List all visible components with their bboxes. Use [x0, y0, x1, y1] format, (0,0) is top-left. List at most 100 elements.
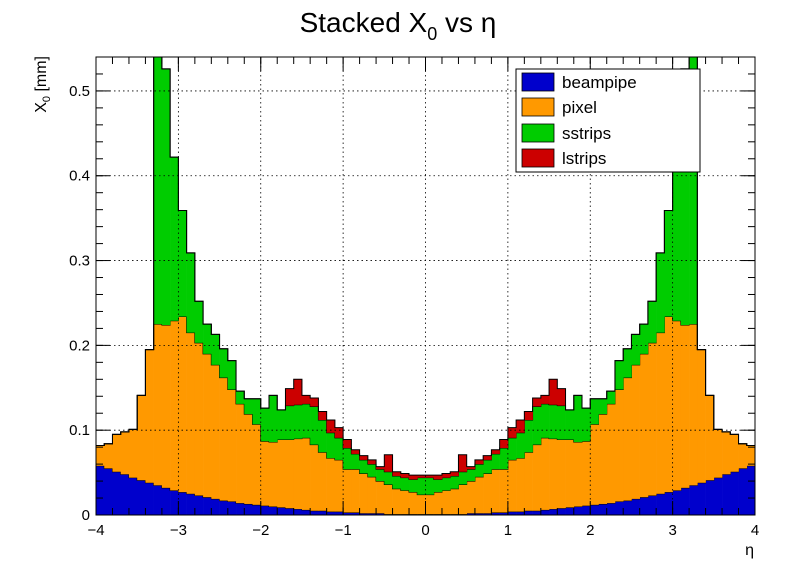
bar-beampipe-77 — [730, 471, 739, 515]
bar-lstrips-41 — [433, 475, 443, 480]
bar-pixel-60 — [590, 424, 599, 505]
legend-swatch-lstrips — [521, 148, 555, 168]
bar-beampipe-1 — [104, 468, 113, 515]
bar-pixel-10 — [178, 316, 187, 493]
bar-pixel-28 — [326, 458, 336, 512]
bar-pixel-44 — [458, 484, 467, 515]
bar-sstrips-56 — [557, 405, 566, 440]
bar-sstrips-19 — [252, 398, 262, 425]
bar-pixel-31 — [351, 469, 360, 513]
bar-lstrips-49 — [499, 439, 509, 448]
bar-pixel-47 — [483, 473, 492, 514]
bar-lstrips-31 — [351, 449, 360, 454]
bar-beampipe-4 — [128, 477, 138, 515]
bar-lstrips-29 — [334, 427, 344, 438]
bar-pixel-16 — [227, 389, 237, 502]
bar-pixel-67 — [647, 342, 657, 496]
bar-beampipe-46 — [474, 513, 484, 515]
y-tick-label: 0.1 — [69, 422, 90, 439]
x-tick-label: −2 — [252, 522, 269, 539]
bar-beampipe-54 — [540, 509, 550, 515]
bar-lstrips-47 — [483, 455, 492, 460]
bar-lstrips-33 — [367, 459, 377, 465]
bar-beampipe-67 — [647, 495, 657, 515]
bar-beampipe-10 — [178, 492, 187, 515]
bar-pixel-59 — [582, 441, 591, 506]
bar-beampipe-18 — [244, 503, 253, 515]
bar-lstrips-53 — [532, 397, 542, 407]
bar-beampipe-11 — [186, 493, 196, 515]
bar-pixel-17 — [236, 403, 245, 504]
bar-pixel-53 — [532, 444, 542, 511]
bar-lstrips-28 — [326, 420, 336, 433]
x-tick-label: 4 — [751, 522, 759, 539]
bar-pixel-79 — [746, 445, 755, 466]
bar-sstrips-35 — [384, 471, 393, 485]
bar-sstrips-59 — [582, 408, 591, 442]
bar-pixel-29 — [334, 459, 344, 512]
bar-pixel-33 — [367, 476, 377, 514]
bar-beampipe-14 — [211, 498, 220, 515]
bar-pixel-2 — [112, 434, 122, 472]
legend-label-pixel: pixel — [562, 98, 597, 117]
bar-sstrips-69 — [664, 210, 673, 317]
bar-lstrips-54 — [540, 395, 550, 404]
axis-ticks: −4 −3 −2 −1 0 1 2 3 4 0 0.1 0.2 0.3 0.4 0.5 — [69, 56, 759, 539]
legend-swatch-pixel — [521, 97, 555, 117]
bar-pixel-46 — [474, 476, 484, 514]
bar-lstrips-55 — [549, 379, 558, 405]
bar-beampipe-59 — [582, 505, 591, 515]
x-tick-label: −1 — [335, 522, 352, 539]
bar-pixel-21 — [268, 442, 278, 507]
bar-beampipe-57 — [565, 507, 575, 515]
bar-pixel-52 — [524, 452, 533, 511]
bar-pixel-43 — [450, 488, 459, 515]
bar-pixel-54 — [540, 437, 550, 510]
outline-lstrips — [96, 57, 755, 476]
bar-sstrips-37 — [400, 477, 410, 491]
bar-pixel-26 — [310, 444, 319, 511]
bar-lstrips-30 — [343, 439, 352, 448]
bar-pixel-48 — [491, 469, 500, 513]
bar-beampipe-53 — [532, 510, 542, 515]
bar-beampipe-34 — [376, 513, 385, 515]
bar-sstrips-32 — [359, 459, 369, 474]
bar-beampipe-64 — [623, 500, 632, 515]
bar-beampipe-58 — [573, 506, 583, 515]
bar-sstrips-20 — [260, 408, 270, 442]
bar-beampipe-29 — [334, 511, 344, 515]
y-tick-label: 0.3 — [69, 253, 90, 270]
bar-sstrips-25 — [301, 403, 311, 438]
bar-beampipe-78 — [738, 468, 748, 515]
bar-beampipe-71 — [680, 487, 690, 515]
y-tick-label: 0.4 — [69, 168, 90, 185]
bar-pixel-5 — [137, 395, 146, 481]
bar-beampipe-74 — [705, 480, 715, 515]
bar-beampipe-68 — [656, 493, 665, 515]
bar-pixel-58 — [573, 442, 583, 507]
bar-sstrips-52 — [524, 420, 533, 453]
bar-sstrips-44 — [458, 471, 467, 485]
bar-sstrips-61 — [598, 398, 608, 415]
bar-beampipe-48 — [491, 512, 500, 515]
x-tick-label: 2 — [586, 522, 594, 539]
x-tick-label: 3 — [668, 522, 676, 539]
x-axis-label: η — [745, 542, 754, 559]
bar-sstrips-51 — [516, 432, 525, 459]
bar-pixel-73 — [697, 349, 706, 483]
bar-beampipe-24 — [293, 509, 303, 515]
bar-beampipe-23 — [285, 508, 294, 515]
bar-sstrips-72 — [689, 57, 698, 325]
bar-beampipe-73 — [697, 482, 706, 515]
plot-area — [96, 57, 755, 515]
bar-lstrips-27 — [318, 411, 327, 421]
bar-pixel-8 — [161, 325, 171, 488]
bar-pixel-4 — [128, 429, 138, 478]
bar-beampipe-72 — [689, 485, 698, 515]
y-tick-label: 0.2 — [69, 337, 90, 354]
legend-swatch-beampipe — [521, 72, 555, 92]
bar-sstrips-57 — [565, 409, 575, 440]
bar-pixel-3 — [120, 431, 130, 475]
bar-pixel-37 — [400, 490, 410, 515]
